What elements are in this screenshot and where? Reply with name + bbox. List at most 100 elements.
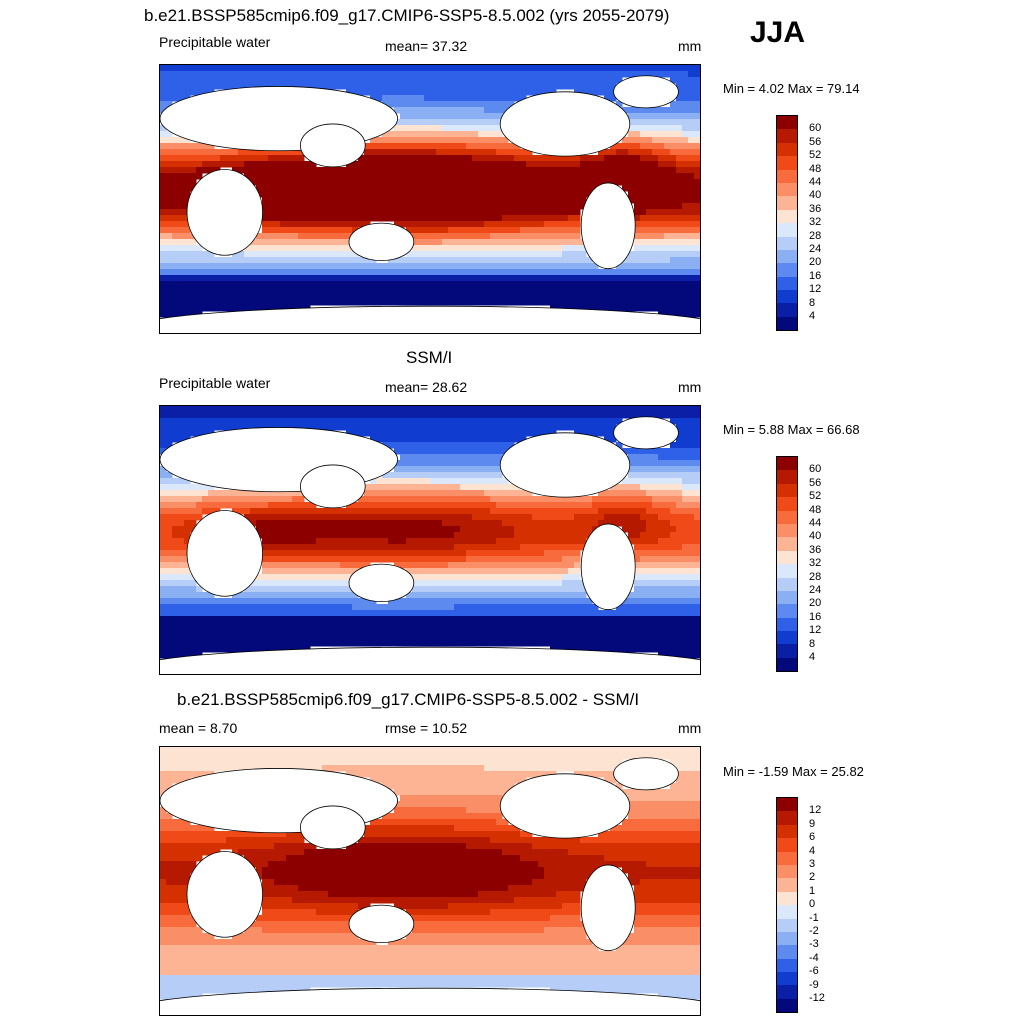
map-cell [184, 562, 191, 569]
map-cell [370, 299, 377, 306]
map-cell [172, 143, 179, 150]
map-cell [244, 287, 251, 294]
map-cell [346, 520, 353, 527]
map-cell [658, 149, 665, 156]
map-cell [178, 197, 185, 204]
map-cell [562, 586, 569, 593]
map-cell [502, 185, 509, 192]
map-cell [364, 161, 371, 168]
map-cell [640, 155, 647, 162]
map-cell [634, 191, 641, 198]
map-cell [538, 227, 545, 234]
map-cell [448, 191, 455, 198]
map-cell [490, 604, 497, 611]
map-cell [442, 89, 449, 96]
map-cell [436, 293, 443, 300]
map-cell [352, 430, 359, 437]
map-cell [532, 550, 539, 557]
map-cell [298, 418, 305, 425]
map-cell [526, 65, 533, 72]
map-cell [562, 568, 569, 575]
map-cell [214, 299, 221, 306]
map-cell [502, 550, 509, 557]
map-cell [514, 544, 521, 551]
map-cell [670, 592, 677, 599]
map-cell [688, 406, 695, 413]
map-cell [448, 137, 455, 144]
map-cell [562, 592, 569, 599]
map-cell [604, 490, 611, 497]
map-cell [172, 604, 179, 611]
map-cell [484, 191, 491, 198]
map-cell [328, 532, 335, 539]
map-cell [676, 143, 683, 150]
map-cell [238, 604, 245, 611]
map-cell [322, 412, 329, 419]
map-cell [430, 203, 437, 210]
map-cell [664, 592, 671, 599]
map-cell [550, 508, 557, 515]
map-cell [382, 484, 389, 491]
map-cell [556, 71, 563, 78]
map-cell [478, 89, 485, 96]
map-cell [670, 562, 677, 569]
map-cell [340, 215, 347, 222]
map-cell [568, 544, 575, 551]
map-cell [280, 568, 287, 575]
map-cell [160, 155, 167, 162]
map-cell [502, 215, 509, 222]
map-cell [346, 424, 353, 431]
map-cell [466, 65, 473, 72]
map-cell [562, 197, 569, 204]
map-cell [484, 221, 491, 228]
map-cell [280, 179, 287, 186]
map-cell [430, 143, 437, 150]
map-cell [688, 107, 695, 114]
map-cell [190, 586, 197, 593]
map-cell [478, 430, 485, 437]
map-cell [670, 532, 677, 539]
map-cell [388, 203, 395, 210]
map-cell [682, 197, 689, 204]
map-cell [634, 293, 641, 300]
map-cell [442, 257, 449, 264]
map-cell [328, 412, 335, 419]
map-cell [322, 526, 329, 533]
map-cell [280, 245, 287, 252]
map-cell [412, 275, 419, 282]
map-cell [394, 598, 401, 605]
map-cell [526, 496, 533, 503]
map-cell [418, 173, 425, 180]
map-cell [478, 454, 485, 461]
map-cell [424, 143, 431, 150]
map-cell [268, 185, 275, 192]
map-cell [670, 245, 677, 252]
map-cell [508, 173, 515, 180]
map-cell [694, 448, 700, 455]
map-cell [568, 568, 575, 575]
map-cell [496, 185, 503, 192]
map-cell [364, 257, 371, 264]
map-cell [586, 269, 593, 276]
map-cell [646, 592, 653, 599]
map-cell [538, 568, 545, 575]
map-cell [484, 107, 491, 114]
map-cell [640, 586, 647, 593]
map-cell [574, 299, 581, 306]
map-cell [538, 287, 545, 294]
map-cell [460, 263, 467, 270]
map-cell [394, 442, 401, 449]
map-cell [436, 275, 443, 282]
map-cell [418, 215, 425, 222]
map-cell [460, 598, 467, 605]
map-cell [424, 209, 431, 216]
map-cell [292, 179, 299, 186]
map-cell [550, 191, 557, 198]
map-cell [568, 299, 575, 306]
map-cell [298, 203, 305, 210]
map-cell [538, 89, 545, 96]
map-cell [670, 197, 677, 204]
map-cell [214, 293, 221, 300]
map-cell [262, 251, 269, 258]
map-cell [292, 406, 299, 413]
